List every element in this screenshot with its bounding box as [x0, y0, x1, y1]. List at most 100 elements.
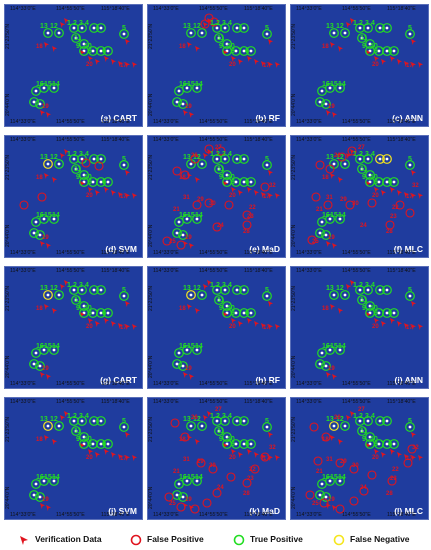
site-label-red: 22	[392, 205, 399, 211]
verification-arrow	[40, 372, 45, 378]
site-label: 4	[228, 20, 232, 27]
longitude-label: 114°55'50"E	[56, 512, 85, 518]
longitude-label: 114°33'0"E	[153, 399, 179, 405]
panel-label: (g) CART	[100, 375, 137, 385]
longitude-label: 115°18'40"E	[101, 268, 130, 274]
true-positive-marker	[214, 33, 224, 43]
true-positive-marker	[382, 23, 392, 33]
island	[343, 424, 347, 428]
island	[324, 102, 328, 106]
latitude-label: 20°44'0"N	[5, 224, 11, 247]
island	[332, 293, 336, 297]
longitude-label: 114°33'0"E	[10, 119, 36, 125]
site-label: 16	[322, 212, 330, 219]
island	[360, 36, 364, 40]
true-positive-marker	[220, 154, 230, 164]
verification-arrow	[183, 110, 188, 116]
false-positive-marker	[321, 432, 331, 442]
true-positive-marker	[222, 301, 232, 311]
verification-arrow	[366, 443, 371, 449]
false-positive-marker	[315, 160, 325, 170]
verification-arrow	[330, 42, 335, 48]
verification-arrow	[52, 439, 57, 445]
verification-arrow	[104, 318, 109, 324]
true-positive-marker	[54, 421, 64, 431]
true-positive-marker	[357, 295, 367, 305]
true-positive-marker	[214, 426, 224, 436]
true-positive-marker	[178, 230, 188, 240]
site-label: 10	[227, 174, 235, 181]
site-label: 16	[179, 212, 187, 219]
verification-arrow	[125, 62, 130, 68]
true-positive-marker	[246, 177, 256, 187]
true-positive-marker	[35, 230, 45, 240]
true-positive-marker	[182, 214, 192, 224]
site-label: 6	[245, 310, 249, 317]
verification-arrow	[125, 432, 130, 438]
longitude-label: 115°18'40"E	[101, 137, 130, 143]
verification-arrow	[118, 454, 123, 460]
true-positive-marker	[119, 29, 129, 39]
verification-arrow	[46, 374, 51, 380]
island	[235, 157, 239, 161]
island	[366, 419, 370, 423]
site-label: 9	[362, 174, 366, 181]
panel-label: (i) ANN	[394, 375, 423, 385]
island	[177, 89, 181, 93]
site-label-red: 28	[243, 229, 250, 235]
panel-label: (f) MLC	[393, 244, 423, 254]
true-positive-marker	[222, 39, 232, 49]
longitude-label: 114°55'50"E	[56, 381, 85, 387]
true-positive-marker	[212, 416, 222, 426]
latitude-label: 20°44'0"N	[5, 355, 11, 378]
island	[122, 294, 126, 298]
island	[52, 479, 56, 483]
site-label: 9	[76, 305, 80, 312]
site-label: 4	[371, 20, 375, 27]
island	[242, 442, 246, 446]
false-positive-marker	[204, 198, 214, 208]
verification-arrow	[125, 39, 130, 45]
site-label-red: 30	[352, 463, 359, 469]
island	[265, 32, 269, 36]
verification-arrow	[189, 374, 194, 380]
verification-arrow	[44, 42, 49, 48]
island	[378, 26, 382, 30]
island	[343, 162, 347, 166]
verification-arrow	[187, 42, 192, 48]
latitude-label: 21°23'50"N	[291, 154, 297, 180]
true-positive-marker	[79, 432, 89, 442]
false-positive-marker	[180, 432, 190, 442]
verification-arrow	[411, 324, 416, 330]
island	[122, 32, 126, 36]
longitude-label: 115°18'40"E	[387, 250, 416, 256]
site-label: 2	[359, 282, 363, 289]
verification-arrow	[366, 181, 371, 187]
island	[52, 86, 56, 90]
site-label: 14	[52, 474, 60, 481]
true-positive-marker	[389, 46, 399, 56]
site-label: 8	[374, 179, 378, 186]
verification-arrow	[268, 39, 273, 45]
verification-arrow	[247, 449, 252, 455]
true-positive-marker	[232, 154, 242, 164]
site-label: 10	[84, 436, 92, 443]
longitude-label: 114°55'50"E	[199, 268, 228, 274]
verification-arrow	[411, 62, 416, 68]
site-label: 2	[216, 282, 220, 289]
island	[181, 495, 185, 499]
site-label: 10	[84, 43, 92, 50]
latitude-label: 20°44'0"N	[291, 224, 297, 247]
false-positive-marker	[176, 240, 186, 250]
verification-arrow	[374, 56, 379, 62]
true-positive-marker	[77, 416, 87, 426]
island	[189, 424, 193, 428]
true-positive-marker	[220, 23, 230, 33]
verification-arrow	[326, 241, 331, 247]
false-positive-marker	[209, 17, 219, 27]
true-positive-marker	[325, 83, 335, 93]
site-label: 16	[179, 343, 187, 350]
false-negative-marker	[186, 290, 196, 300]
island	[385, 311, 389, 315]
